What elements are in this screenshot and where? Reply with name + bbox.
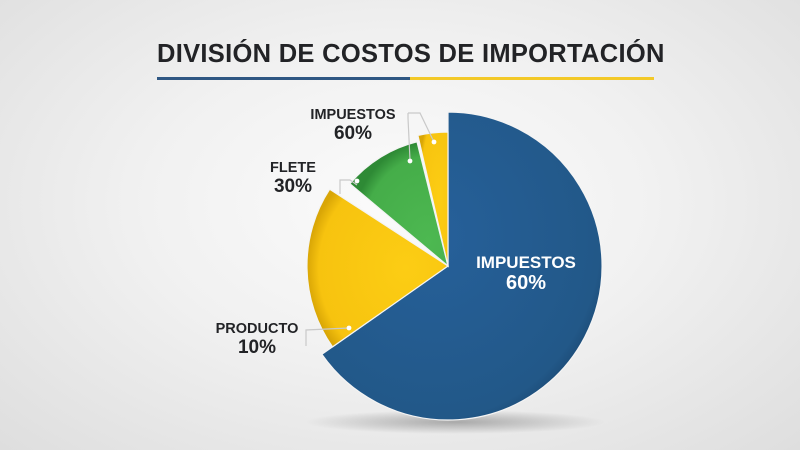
slice-label-name: IMPUESTOS	[476, 253, 576, 272]
leader-dot	[354, 178, 360, 184]
callout-label-pct: 10%	[237, 337, 277, 359]
leader-dot	[431, 139, 437, 145]
title-underline-blue	[157, 77, 410, 80]
slice-label-impuestos-main: IMPUESTOS 60%	[466, 253, 586, 294]
callout-label-name: PRODUCTO	[215, 321, 299, 337]
leader-dot	[346, 325, 352, 331]
pie-shadow	[305, 410, 605, 434]
chart-title: DIVISIÓN DE COSTOS DE IMPORTACIÓN	[157, 40, 665, 68]
title-underline-yellow	[410, 77, 654, 80]
callout-label-flete: FLETE 30%	[258, 160, 328, 198]
leader-line-flete	[339, 179, 358, 194]
callout-label-pct: 30%	[273, 176, 313, 198]
leader-line-impuestos-small	[408, 112, 435, 143]
callout-label-name: FLETE	[270, 160, 316, 176]
pie-slice-producto	[306, 188, 450, 348]
leader-line-producto	[305, 327, 350, 346]
slice-label-pct: 60%	[505, 272, 547, 295]
callout-label-impuestos: IMPUESTOS 60%	[301, 107, 405, 145]
pie-slice-impuestos	[321, 111, 603, 421]
callout-label-producto: PRODUCTO 10%	[210, 321, 304, 359]
callout-label-pct: 60%	[333, 123, 373, 145]
pie-slice-impuestos	[417, 131, 449, 267]
leader-dot	[407, 158, 413, 164]
title-underline	[157, 77, 654, 80]
leader-line-flete-green	[407, 113, 411, 161]
callout-label-name: IMPUESTOS	[310, 107, 396, 123]
pie-slice-flete	[349, 141, 450, 268]
